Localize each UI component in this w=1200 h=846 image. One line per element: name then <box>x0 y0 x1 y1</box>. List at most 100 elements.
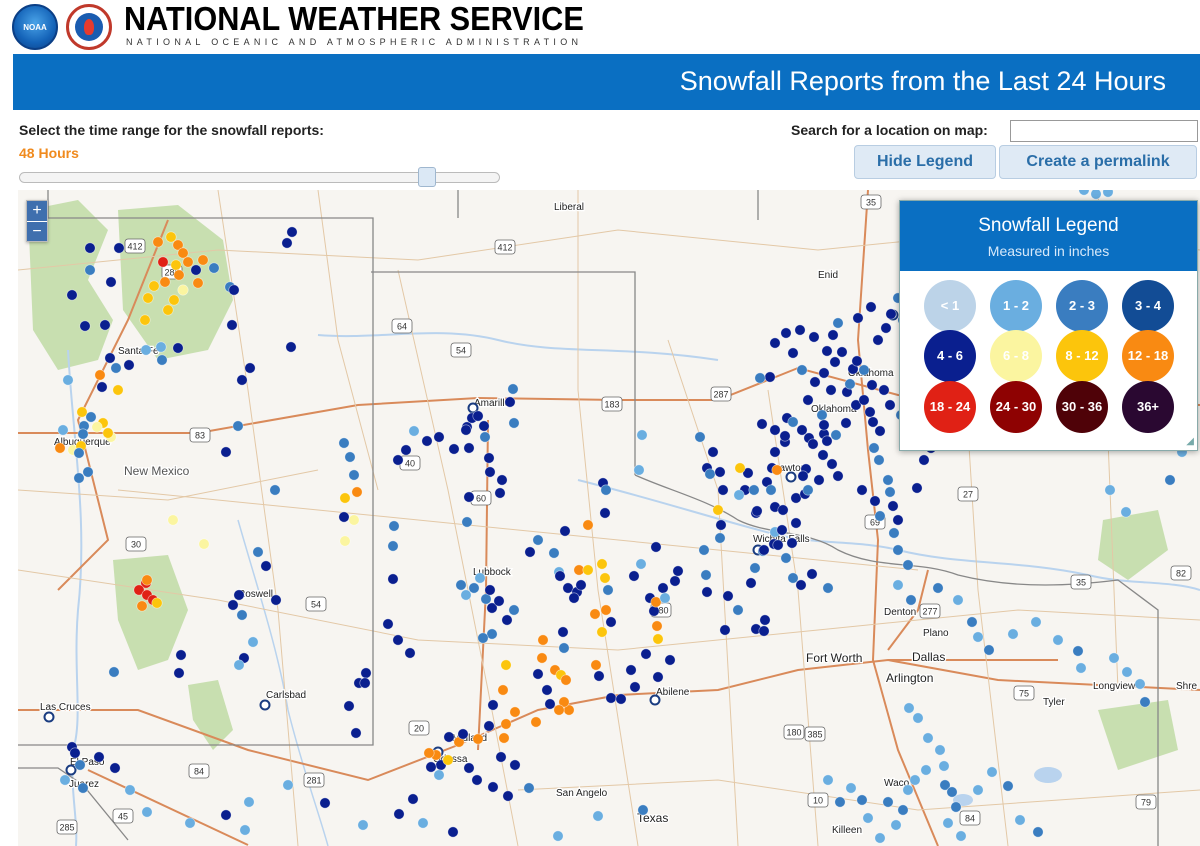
snowfall-report-marker[interactable] <box>484 584 496 596</box>
snowfall-report-marker[interactable] <box>260 560 272 572</box>
snowfall-report-marker[interactable] <box>829 356 841 368</box>
snowfall-report-marker[interactable] <box>73 447 85 459</box>
snowfall-report-marker[interactable] <box>593 670 605 682</box>
snowfall-report-marker[interactable] <box>124 784 136 796</box>
snowfall-report-marker[interactable] <box>640 648 652 660</box>
search-input[interactable] <box>1010 120 1198 142</box>
snowfall-report-marker[interactable] <box>233 659 245 671</box>
snowfall-report-marker[interactable] <box>874 510 886 522</box>
snowfall-report-marker[interactable] <box>1052 634 1064 646</box>
snowfall-report-marker[interactable] <box>552 830 564 842</box>
snowfall-report-marker[interactable] <box>82 466 94 478</box>
snowfall-report-marker[interactable] <box>787 347 799 359</box>
snowfall-report-marker[interactable] <box>443 731 455 743</box>
snowfall-report-marker[interactable] <box>952 594 964 606</box>
snowfall-report-marker[interactable] <box>818 367 830 379</box>
snowfall-report-marker[interactable] <box>596 558 608 570</box>
snowfall-report-marker[interactable] <box>104 352 116 364</box>
snowfall-report-marker[interactable] <box>102 427 114 439</box>
snowfall-report-marker[interactable] <box>880 322 892 334</box>
snowfall-report-marker[interactable] <box>983 644 995 656</box>
snowfall-report-marker[interactable] <box>1030 616 1042 628</box>
snowfall-report-marker[interactable] <box>698 544 710 556</box>
snowfall-report-marker[interactable] <box>589 608 601 620</box>
snowfall-report-marker[interactable] <box>388 520 400 532</box>
snowfall-report-marker[interactable] <box>448 443 460 455</box>
snowfall-report-marker[interactable] <box>769 424 781 436</box>
snowfall-report-marker[interactable] <box>136 600 148 612</box>
snowfall-report-marker[interactable] <box>478 420 490 432</box>
snowfall-report-marker[interactable] <box>553 704 565 716</box>
snowfall-report-marker[interactable] <box>934 744 946 756</box>
snowfall-report-marker[interactable] <box>560 674 572 686</box>
snowfall-report-marker[interactable] <box>319 797 331 809</box>
snowfall-report-marker[interactable] <box>722 590 734 602</box>
snowfall-report-marker[interactable] <box>856 794 868 806</box>
snowfall-report-marker[interactable] <box>173 269 185 281</box>
snowfall-report-marker[interactable] <box>350 727 362 739</box>
snowfall-report-marker[interactable] <box>795 579 807 591</box>
snowfall-report-marker[interactable] <box>759 614 771 626</box>
snowfall-report-marker[interactable] <box>851 355 863 367</box>
snowfall-report-marker[interactable] <box>902 559 914 571</box>
snowfall-report-marker[interactable] <box>168 294 180 306</box>
snowfall-report-marker[interactable] <box>423 747 435 759</box>
snowfall-report-marker[interactable] <box>648 605 660 617</box>
snowfall-report-marker[interactable] <box>479 431 491 443</box>
snowfall-report-marker[interactable] <box>142 292 154 304</box>
snowfall-report-marker[interactable] <box>558 642 570 654</box>
snowfall-report-marker[interactable] <box>878 384 890 396</box>
snowfall-report-marker[interactable] <box>348 469 360 481</box>
snowfall-report-marker[interactable] <box>530 716 542 728</box>
snowfall-report-marker[interactable] <box>892 544 904 556</box>
snowfall-report-marker[interactable] <box>777 504 789 516</box>
snowfall-report-marker[interactable] <box>110 362 122 374</box>
snowfall-report-marker[interactable] <box>348 514 360 526</box>
snowfall-report-marker[interactable] <box>872 334 884 346</box>
snowfall-report-marker[interactable] <box>463 491 475 503</box>
snowfall-report-marker[interactable] <box>1002 780 1014 792</box>
snowfall-report-marker[interactable] <box>932 582 944 594</box>
snowfall-report-marker[interactable] <box>495 751 507 763</box>
snowfall-report-marker[interactable] <box>77 428 89 440</box>
snowfall-report-marker[interactable] <box>582 519 594 531</box>
snowfall-report-marker[interactable] <box>155 341 167 353</box>
snowfall-report-marker[interactable] <box>177 284 189 296</box>
snowfall-report-marker[interactable] <box>228 284 240 296</box>
snowfall-report-marker[interactable] <box>787 416 799 428</box>
snowfall-report-marker[interactable] <box>836 346 848 358</box>
snowfall-report-marker[interactable] <box>796 424 808 436</box>
snowfall-report-marker[interactable] <box>806 568 818 580</box>
snowfall-report-marker[interactable] <box>845 782 857 794</box>
snowfall-report-marker[interactable] <box>96 381 108 393</box>
snowfall-report-marker[interactable] <box>392 454 404 466</box>
snowfall-report-marker[interactable] <box>227 599 239 611</box>
snowfall-report-marker[interactable] <box>460 424 472 436</box>
snowfall-report-marker[interactable] <box>270 594 282 606</box>
snowfall-report-marker[interactable] <box>884 486 896 498</box>
snowfall-report-marker[interactable] <box>487 699 499 711</box>
snowfall-report-marker[interactable] <box>652 633 664 645</box>
snowfall-report-marker[interactable] <box>236 609 248 621</box>
snowfall-report-marker[interactable] <box>712 504 724 516</box>
snowfall-report-marker[interactable] <box>184 817 196 829</box>
snowfall-report-marker[interactable] <box>1139 696 1151 708</box>
agency-name[interactable]: NATIONAL WEATHER SERVICE <box>124 0 584 37</box>
snowfall-report-marker[interactable] <box>657 582 669 594</box>
snowfall-report-marker[interactable] <box>382 618 394 630</box>
snowfall-report-marker[interactable] <box>387 573 399 585</box>
snowfall-report-marker[interactable] <box>1075 662 1087 674</box>
snowfall-report-marker[interactable] <box>66 289 78 301</box>
snowfall-report-marker[interactable] <box>497 684 509 696</box>
snowfall-report-marker[interactable] <box>457 728 469 740</box>
snowfall-report-marker[interactable] <box>966 616 978 628</box>
snowfall-report-marker[interactable] <box>633 464 645 476</box>
snowfall-report-marker[interactable] <box>177 247 189 259</box>
snowfall-report-marker[interactable] <box>148 280 160 292</box>
snowfall-report-marker[interactable] <box>694 431 706 443</box>
snowfall-report-marker[interactable] <box>868 442 880 454</box>
snowfall-report-marker[interactable] <box>339 492 351 504</box>
snowfall-report-marker[interactable] <box>884 399 896 411</box>
snowfall-report-marker[interactable] <box>162 304 174 316</box>
snowfall-report-marker[interactable] <box>772 539 784 551</box>
